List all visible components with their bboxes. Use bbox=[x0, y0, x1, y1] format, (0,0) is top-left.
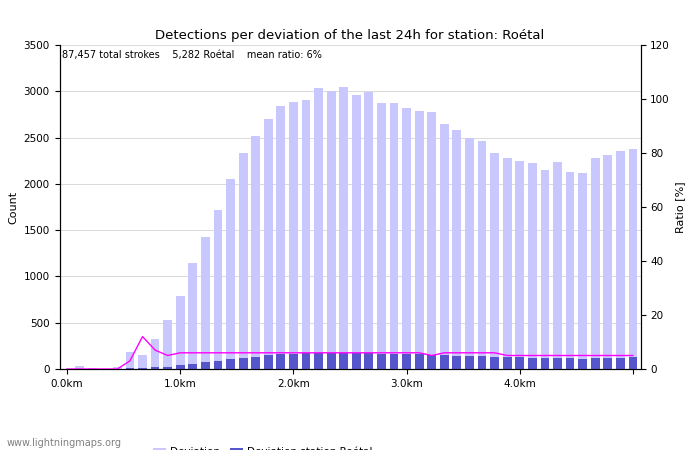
Bar bbox=[427, 112, 436, 369]
Bar bbox=[553, 162, 562, 369]
Bar bbox=[314, 88, 323, 369]
Bar bbox=[289, 354, 298, 369]
Bar bbox=[452, 130, 461, 369]
Bar bbox=[528, 162, 537, 369]
Bar bbox=[578, 173, 587, 369]
Bar bbox=[188, 364, 197, 369]
Bar bbox=[176, 296, 185, 369]
Bar bbox=[276, 106, 285, 369]
Bar bbox=[239, 358, 248, 369]
Bar bbox=[477, 356, 486, 369]
Bar bbox=[440, 124, 449, 369]
Bar bbox=[75, 366, 84, 369]
Bar bbox=[415, 111, 424, 369]
Bar bbox=[540, 358, 550, 369]
Bar bbox=[578, 359, 587, 369]
Bar bbox=[188, 262, 197, 369]
Bar bbox=[616, 151, 625, 369]
Bar bbox=[365, 92, 373, 369]
Bar bbox=[515, 161, 524, 369]
Bar bbox=[540, 170, 550, 369]
Text: 87,457 total strokes    5,282 Roétal    mean ratio: 6%: 87,457 total strokes 5,282 Roétal mean r… bbox=[62, 50, 322, 60]
Bar bbox=[226, 179, 235, 369]
Bar bbox=[138, 368, 147, 369]
Bar bbox=[289, 103, 298, 369]
Bar bbox=[276, 354, 285, 369]
Bar bbox=[201, 362, 210, 369]
Bar bbox=[465, 139, 474, 369]
Bar bbox=[553, 358, 562, 369]
Bar bbox=[201, 237, 210, 369]
Bar bbox=[302, 353, 310, 369]
Bar bbox=[629, 357, 638, 369]
Bar bbox=[477, 141, 486, 369]
Bar bbox=[427, 355, 436, 369]
Bar bbox=[302, 99, 310, 369]
Bar bbox=[616, 357, 625, 369]
Bar bbox=[150, 339, 160, 369]
Bar bbox=[239, 153, 248, 369]
Bar bbox=[163, 367, 172, 369]
Bar bbox=[390, 354, 398, 369]
Bar bbox=[452, 356, 461, 369]
Bar bbox=[352, 95, 361, 369]
Bar bbox=[150, 367, 160, 369]
Bar bbox=[591, 358, 600, 369]
Bar bbox=[138, 355, 147, 369]
Bar bbox=[629, 148, 638, 369]
Bar bbox=[390, 104, 398, 369]
Bar bbox=[402, 354, 411, 369]
Bar bbox=[176, 365, 185, 369]
Title: Detections per deviation of the last 24h for station: Roétal: Detections per deviation of the last 24h… bbox=[155, 29, 545, 42]
Bar bbox=[327, 353, 335, 369]
Bar bbox=[251, 136, 260, 369]
Bar bbox=[264, 119, 273, 369]
Bar bbox=[264, 356, 273, 369]
Bar bbox=[503, 357, 512, 369]
Bar bbox=[214, 210, 223, 369]
Bar bbox=[251, 356, 260, 369]
Bar bbox=[591, 158, 600, 369]
Bar bbox=[465, 356, 474, 369]
Bar bbox=[503, 158, 512, 369]
Bar bbox=[566, 358, 575, 369]
Bar bbox=[603, 155, 612, 369]
Bar bbox=[125, 368, 134, 369]
Bar bbox=[603, 358, 612, 369]
Bar bbox=[163, 320, 172, 369]
Bar bbox=[490, 153, 499, 369]
Bar bbox=[352, 353, 361, 369]
Bar bbox=[327, 91, 335, 369]
Bar bbox=[365, 353, 373, 369]
Bar bbox=[566, 172, 575, 369]
Bar bbox=[377, 354, 386, 369]
Bar bbox=[314, 353, 323, 369]
Text: www.lightningmaps.org: www.lightningmaps.org bbox=[7, 438, 122, 448]
Bar bbox=[214, 361, 223, 369]
Bar bbox=[113, 367, 122, 369]
Bar bbox=[415, 355, 424, 369]
Bar bbox=[88, 368, 97, 369]
Bar bbox=[340, 87, 348, 369]
Y-axis label: Ratio [%]: Ratio [%] bbox=[676, 181, 685, 233]
Bar bbox=[125, 352, 134, 369]
Bar bbox=[226, 359, 235, 369]
Bar bbox=[490, 357, 499, 369]
Bar bbox=[402, 108, 411, 369]
Bar bbox=[377, 104, 386, 369]
Bar bbox=[515, 357, 524, 369]
Bar bbox=[528, 358, 537, 369]
Bar bbox=[340, 353, 348, 369]
Bar bbox=[440, 356, 449, 369]
Y-axis label: Count: Count bbox=[8, 190, 18, 224]
